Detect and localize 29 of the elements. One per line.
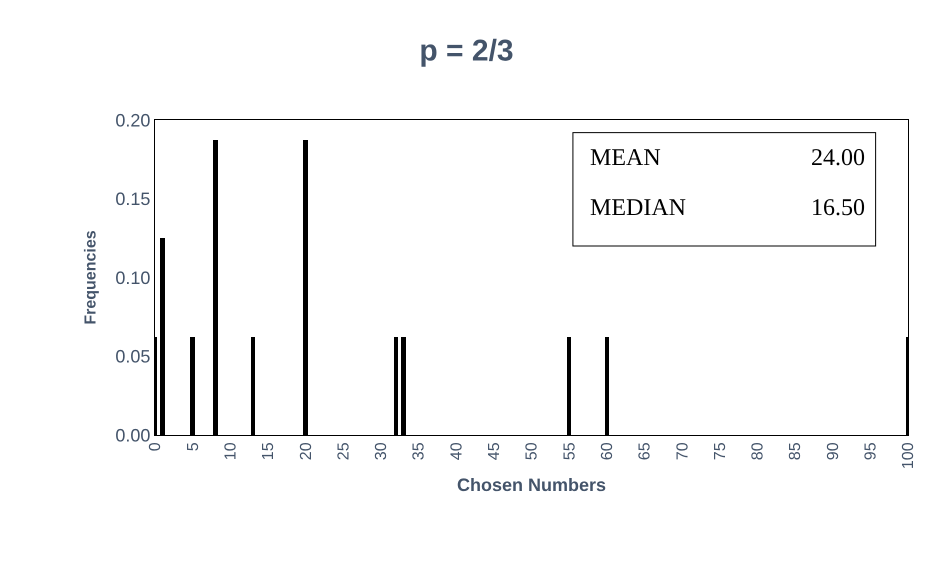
x-tick-label: 90 xyxy=(824,442,842,460)
y-tick-label: 0.10 xyxy=(115,268,150,288)
x-tick-label: 5 xyxy=(184,442,202,452)
y-tick-label: 0.20 xyxy=(115,110,150,130)
x-tick-label: 50 xyxy=(524,442,541,460)
text: MEDIAN 16.50 xyxy=(590,195,865,221)
x-tick-label: 100 xyxy=(900,442,918,470)
x-axis-title: Chosen Numbers xyxy=(456,475,606,496)
x-tick-label: 45 xyxy=(486,442,504,460)
x-tick-label: 40 xyxy=(448,442,466,460)
x-tick-label: 30 xyxy=(373,442,390,460)
y-tick-label: 0.05 xyxy=(115,346,150,367)
text: MEAN 24.00 xyxy=(590,145,865,171)
x-tick-label: 15 xyxy=(260,442,278,460)
x-tick-label: 20 xyxy=(298,442,315,460)
x-tick-label: 95 xyxy=(862,442,880,460)
x-tick-label: 35 xyxy=(410,442,428,460)
x-tick-label: 75 xyxy=(712,442,729,460)
x-tick-label: 80 xyxy=(750,442,767,460)
chart-title: p = 2/3 xyxy=(419,34,514,68)
x-tick-label: 10 xyxy=(222,442,240,460)
x-tick-label: 70 xyxy=(674,442,692,460)
x-tick-label: 55 xyxy=(561,442,578,460)
y-axis-title: Frequencies xyxy=(82,230,100,325)
x-tick-label: 60 xyxy=(599,442,616,460)
x-tick-label: 65 xyxy=(636,442,654,460)
x-tick-label: 25 xyxy=(335,442,352,460)
x-tick-label: 85 xyxy=(787,442,804,460)
y-tick-label: 0.15 xyxy=(115,189,150,210)
